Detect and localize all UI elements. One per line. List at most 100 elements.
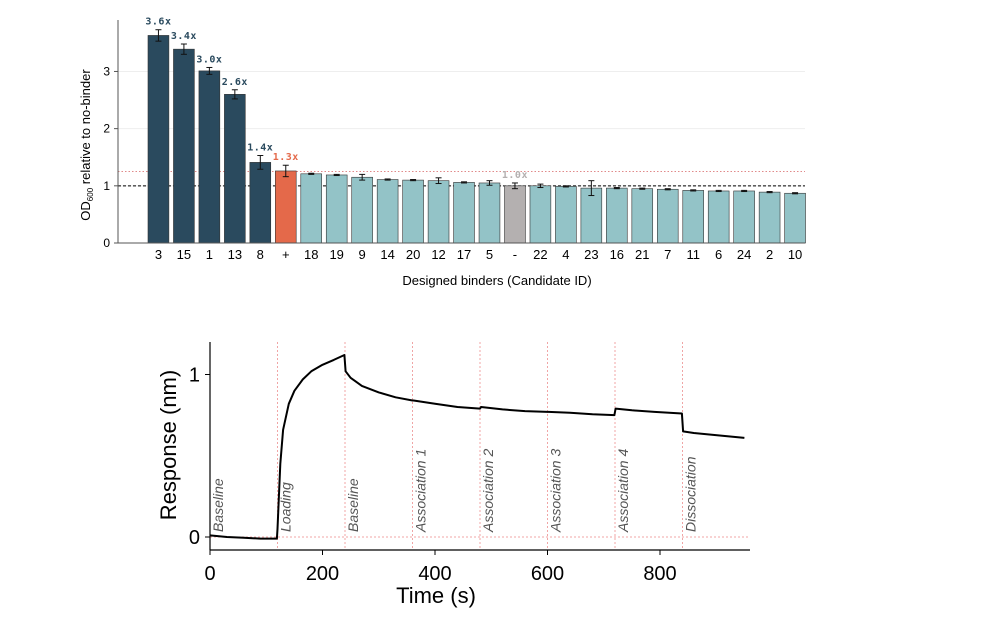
bar-y-label-subscript: 600 [86, 187, 95, 201]
line-series [209, 354, 745, 540]
bar [657, 188, 679, 244]
bar-x-tick-label: 17 [457, 247, 471, 262]
bar-x-tick-label: 9 [359, 247, 366, 262]
line-x-tick-label: 0 [204, 563, 215, 585]
bar [758, 191, 781, 244]
bar [555, 186, 577, 244]
phase-label: Dissociation [683, 456, 699, 532]
bar-y-tick-label: 1 [103, 179, 110, 193]
bar-data-label: 3.0x [196, 54, 222, 65]
line-x-tick-label: 400 [418, 563, 451, 585]
bar-y-axis-label: OD600 relative to no-binder [78, 69, 95, 221]
phase-label: Association 2 [480, 449, 496, 533]
bar-y-label-prefix: OD [78, 201, 93, 221]
line-x-tick-label: 800 [643, 563, 676, 585]
bar [147, 35, 170, 244]
bar-x-tick-label: 11 [686, 247, 700, 262]
phase-label: Association 1 [413, 449, 429, 533]
bar-x-tick-label: 23 [584, 247, 598, 262]
bar-data-label: 3.4x [171, 31, 197, 42]
bar [351, 176, 373, 244]
bar [402, 179, 424, 244]
bar-x-tick-label: 16 [610, 247, 624, 262]
bar-data-label: 2.6x [222, 77, 248, 88]
line-x-tick-label: 200 [306, 563, 339, 585]
line-y-axis-label: Response (nm) [156, 370, 181, 520]
bar-x-tick-label: 12 [431, 247, 445, 262]
bar-y-tick-label: 3 [103, 64, 110, 78]
bar [275, 170, 297, 244]
bar [784, 192, 806, 244]
line-y-tick-label: 0 [189, 527, 200, 549]
bar [224, 94, 246, 244]
bar-x-tick-label: 15 [177, 247, 191, 262]
bar-data-label: 1.4x [247, 143, 273, 154]
bar [376, 179, 399, 244]
bar-x-tick-label: 22 [533, 247, 547, 262]
bar-x-tick-label: 2 [766, 247, 773, 262]
bar [707, 190, 730, 244]
bar [733, 190, 755, 244]
bar-x-tick-label: 14 [380, 247, 394, 262]
line-x-tick-labels: 0 200 400 600 800 [204, 563, 676, 585]
bar-x-tick-label: 4 [562, 247, 569, 262]
bar [504, 185, 526, 244]
line-y-tick-label: 1 [189, 365, 200, 387]
bar [427, 180, 450, 244]
bar-x-tick-label: 13 [228, 247, 242, 262]
response-line [209, 354, 745, 540]
bar-x-tick-label: 5 [486, 247, 493, 262]
line-chart: Baseline Loading Baseline Association 1 Asso… [156, 342, 750, 608]
bar-x-tick-label: 20 [406, 247, 420, 262]
line-x-tick-label: 600 [531, 563, 564, 585]
bar [173, 48, 195, 244]
bar [529, 185, 552, 244]
bar-data-labels: 3.6x3.4x 3.0x 2.6x 1.4x1.3x 1.0x [145, 17, 528, 181]
bar [682, 190, 704, 244]
bar-x-tick-label: 21 [635, 247, 649, 262]
bar-y-tick-label: 2 [103, 122, 110, 136]
bar-reference-lines [118, 171, 805, 187]
phase-label: Association 3 [548, 449, 564, 533]
bar [325, 174, 348, 244]
bar [249, 162, 272, 244]
bar-error-bars [155, 29, 799, 197]
bar [198, 70, 221, 244]
phase-label: Association 4 [615, 449, 631, 533]
bar-x-tick-label: 10 [788, 247, 802, 262]
phase-label: Baseline [345, 478, 361, 532]
bar [606, 187, 628, 244]
phase-labels: Baseline Loading Baseline Association 1 Asso… [210, 449, 699, 533]
bar-x-tick-label: 6 [715, 247, 722, 262]
line-y-tick-labels: 01 [189, 365, 200, 550]
bar-x-tick-label: - [513, 247, 517, 262]
bar-x-tick-label: 18 [304, 247, 318, 262]
bar-x-tick-label: 19 [329, 247, 343, 262]
bar-x-tick-label: 3 [155, 247, 162, 262]
bar-x-tick-label: 8 [257, 247, 264, 262]
bar-y-axis: 0 1 2 3 [103, 20, 805, 250]
line-x-axis-label: Time (s) [396, 583, 476, 608]
bar-x-tick-label: + [282, 247, 290, 262]
bar-y-label-suffix: relative to no-binder [78, 69, 93, 188]
bar [300, 173, 322, 244]
bar [478, 182, 501, 244]
bar-data-label: 1.0x [502, 170, 528, 181]
bar-y-tick-label: 0 [103, 236, 110, 250]
bar-data-label: 3.6x [145, 17, 171, 28]
bar-x-axis-label: Designed binders (Candidate ID) [402, 273, 591, 288]
bar-series [147, 35, 806, 244]
bar-x-tick-label: 24 [737, 247, 751, 262]
bar-x-tick-labels: 3 15 1 13 8 +18 19 9 14 20 12 17 5 - 22 4 23 16 21 7 11 6 24 2 1… [155, 247, 802, 262]
phase-label: Baseline [210, 478, 226, 532]
bar [453, 182, 475, 244]
bar-x-tick-label: 7 [664, 247, 671, 262]
bar-x-tick-label: 1 [206, 247, 213, 262]
bar-gridlines [118, 70, 805, 187]
bar-data-label: 1.3x [273, 152, 299, 163]
bar [631, 188, 654, 244]
bar [580, 187, 603, 244]
line-axes [205, 342, 750, 555]
